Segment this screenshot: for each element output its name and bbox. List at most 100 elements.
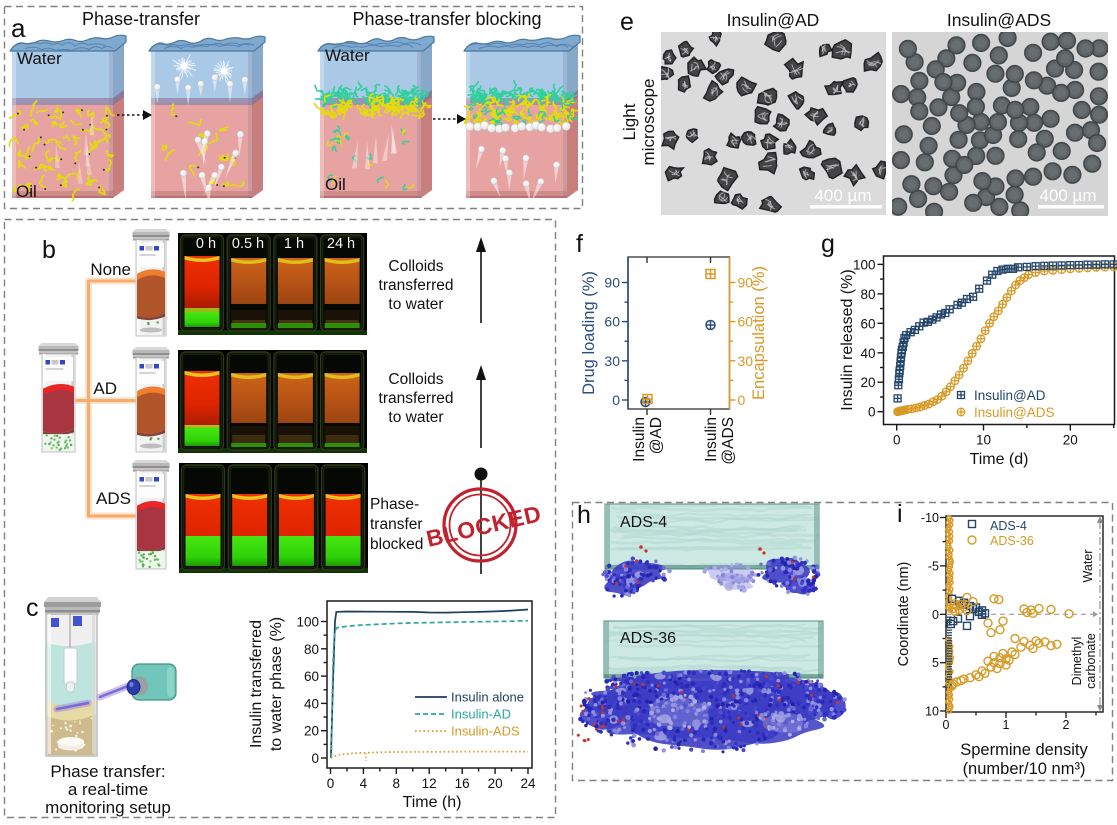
svg-text:Phase-transfer: Phase-transfer — [82, 9, 200, 29]
svg-text:10: 10 — [976, 433, 991, 448]
svg-text:Light: Light — [620, 103, 639, 140]
svg-text:80: 80 — [304, 642, 319, 657]
svg-text:Spermine density: Spermine density — [960, 741, 1088, 759]
svg-text:100: 100 — [853, 257, 876, 272]
svg-text:100: 100 — [296, 615, 319, 630]
svg-text:1: 1 — [1003, 718, 1010, 732]
svg-text:Insulin@AD: Insulin@AD — [727, 10, 820, 30]
svg-text:transfer: transfer — [370, 516, 423, 533]
svg-text:f: f — [576, 230, 583, 258]
svg-text:Phase-transfer blocking: Phase-transfer blocking — [352, 9, 541, 29]
svg-text:Water: Water — [325, 46, 370, 65]
svg-text:20: 20 — [488, 776, 503, 791]
svg-text:Insulin@ADS: Insulin@ADS — [974, 405, 1055, 420]
svg-text:400 µm: 400 µm — [1039, 186, 1096, 205]
svg-text:Insulin-AD: Insulin-AD — [451, 707, 511, 722]
svg-text:None: None — [90, 260, 131, 279]
svg-text:1 h: 1 h — [284, 236, 304, 252]
svg-text:0: 0 — [311, 751, 319, 766]
svg-text:0: 0 — [943, 718, 950, 732]
svg-text:h: h — [577, 501, 591, 529]
svg-text:60: 60 — [604, 314, 620, 330]
svg-text:Colloids: Colloids — [388, 258, 443, 275]
svg-text:Insulin transferred: Insulin transferred — [248, 620, 265, 748]
svg-text:-5: -5 — [928, 559, 939, 573]
svg-text:blocked: blocked — [370, 536, 423, 553]
svg-text:40: 40 — [304, 696, 319, 711]
svg-text:20: 20 — [304, 724, 319, 739]
svg-text:30: 30 — [738, 353, 754, 369]
svg-text:Oil: Oil — [325, 175, 346, 194]
svg-text:Insulin: Insulin — [631, 417, 648, 462]
svg-text:8: 8 — [393, 776, 401, 791]
svg-text:to water: to water — [388, 409, 443, 426]
svg-text:0: 0 — [893, 433, 901, 448]
svg-text:40: 40 — [860, 346, 875, 361]
svg-text:carbonate: carbonate — [1084, 633, 1098, 689]
svg-text:BLOCKED: BLOCKED — [424, 500, 544, 552]
svg-text:Colloids: Colloids — [388, 371, 443, 388]
svg-text:transferred: transferred — [379, 390, 454, 407]
svg-text:20: 20 — [1063, 433, 1078, 448]
svg-text:60: 60 — [304, 669, 319, 684]
svg-text:2: 2 — [1063, 718, 1070, 732]
svg-text:ADS-36: ADS-36 — [990, 534, 1034, 548]
svg-text:Drug loading (%): Drug loading (%) — [580, 271, 598, 395]
svg-text:Phase-: Phase- — [370, 496, 419, 513]
svg-text:20: 20 — [860, 375, 875, 390]
svg-text:(number/10 nm³): (number/10 nm³) — [963, 760, 1086, 778]
svg-text:e: e — [620, 8, 634, 36]
svg-text:24 h: 24 h — [327, 236, 355, 252]
svg-text:ADS-4: ADS-4 — [990, 519, 1027, 533]
svg-text:g: g — [821, 230, 835, 258]
svg-text:90: 90 — [738, 275, 754, 291]
svg-text:0: 0 — [868, 405, 876, 420]
svg-text:16: 16 — [455, 776, 470, 791]
svg-text:80: 80 — [860, 287, 875, 302]
svg-text:400 µm: 400 µm — [814, 186, 871, 205]
svg-text:30: 30 — [604, 353, 620, 369]
svg-text:ADS-36: ADS-36 — [620, 630, 676, 647]
svg-text:transferred: transferred — [379, 277, 454, 294]
svg-text:Water: Water — [1081, 550, 1095, 583]
svg-text:0: 0 — [327, 776, 335, 791]
svg-text:Encapsulation (%): Encapsulation (%) — [750, 266, 768, 400]
svg-text:to water: to water — [388, 296, 443, 313]
svg-text:a real-time: a real-time — [68, 780, 148, 799]
svg-text:10: 10 — [925, 705, 939, 719]
svg-text:to water phase (%): to water phase (%) — [268, 617, 285, 751]
svg-text:Coordinate (nm): Coordinate (nm) — [896, 562, 912, 667]
svg-text:Time (d): Time (d) — [970, 451, 1029, 468]
svg-text:90: 90 — [604, 275, 620, 291]
svg-text:Insulin-ADS: Insulin-ADS — [451, 724, 520, 739]
svg-text:i: i — [897, 500, 903, 528]
svg-text:microscope: microscope — [639, 79, 658, 166]
svg-text:-10: -10 — [921, 511, 939, 525]
svg-text:Oil: Oil — [16, 182, 37, 201]
svg-text:Insulin@ADS: Insulin@ADS — [947, 10, 1051, 30]
svg-text:60: 60 — [860, 316, 875, 331]
svg-text:5: 5 — [932, 656, 939, 670]
svg-text:monitoring setup: monitoring setup — [45, 798, 171, 817]
svg-text:Water: Water — [17, 49, 62, 68]
svg-text:0: 0 — [738, 392, 746, 408]
svg-text:Insulin released (%): Insulin released (%) — [839, 269, 856, 410]
svg-text:AD: AD — [93, 379, 117, 398]
svg-text:ADS-4: ADS-4 — [620, 514, 667, 531]
svg-text:c: c — [26, 594, 39, 622]
svg-text:Phase transfer:: Phase transfer: — [50, 762, 165, 781]
svg-text:a: a — [11, 13, 26, 43]
svg-text:0.5 h: 0.5 h — [232, 236, 264, 252]
svg-text:Insulin: Insulin — [703, 417, 720, 462]
svg-text:4: 4 — [360, 776, 368, 791]
svg-text:60: 60 — [738, 314, 754, 330]
svg-text:0: 0 — [932, 608, 939, 622]
svg-text:0 h: 0 h — [196, 236, 216, 252]
svg-text:0: 0 — [612, 392, 620, 408]
svg-text:24: 24 — [520, 776, 536, 791]
svg-text:12: 12 — [422, 776, 437, 791]
svg-text:Insulin@AD: Insulin@AD — [974, 388, 1046, 403]
svg-text:Dimethyl: Dimethyl — [1070, 637, 1084, 686]
svg-text:@AD: @AD — [648, 417, 665, 454]
svg-text:@ADS: @ADS — [720, 417, 737, 465]
